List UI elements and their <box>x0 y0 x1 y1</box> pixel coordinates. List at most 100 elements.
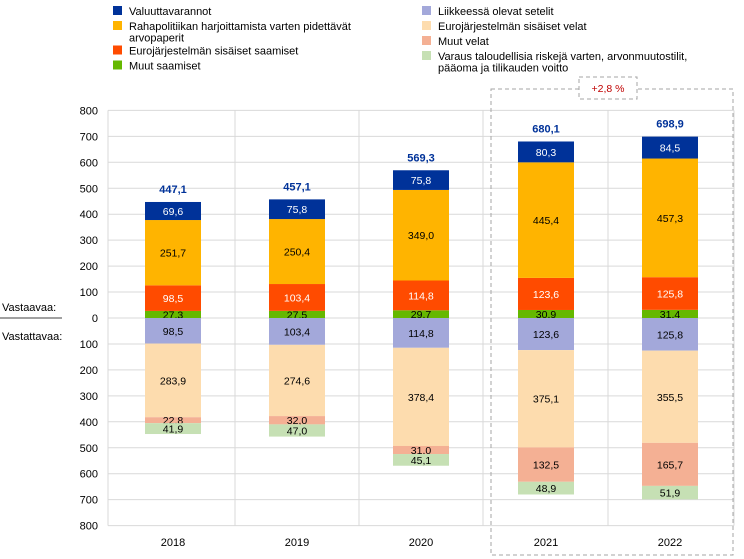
bar-liability-0-2020 <box>393 318 449 348</box>
bar-label-liability-2-2019: 32,0 <box>287 415 308 427</box>
bar-label-asset-1-2022: 125,8 <box>657 289 683 301</box>
bar-label-asset-3-2018: 69,6 <box>163 206 184 218</box>
legend-swatch-right-0 <box>422 6 431 15</box>
x-tick-label-2019: 2019 <box>285 537 309 549</box>
bar-liability-3-2019 <box>269 424 325 437</box>
assets-side-label: Vastaavaa: <box>2 302 56 314</box>
y-tick-label: 100 <box>80 339 98 351</box>
bar-asset-2-2021 <box>518 162 574 278</box>
bar-label-liability-1-2021: 375,1 <box>533 394 559 406</box>
legend-swatch-left-1 <box>113 21 122 30</box>
bar-label-asset-2-2022: 457,3 <box>657 213 683 225</box>
bar-asset-0-2018 <box>145 310 201 318</box>
legend-swatch-left-2 <box>113 45 122 55</box>
liabilities-side-label: Vastattavaa: <box>2 331 62 343</box>
growth-annotation-text: +2,8 % <box>592 83 625 95</box>
y-tick-label: 800 <box>80 105 98 117</box>
legend-swatch-left-3 <box>113 60 122 70</box>
bar-liability-1-2020 <box>393 347 449 446</box>
y-tick-label: 600 <box>80 469 98 481</box>
bar-liability-2-2018 <box>145 417 201 424</box>
x-tick-label-2021: 2021 <box>534 537 558 549</box>
x-tick-label-2018: 2018 <box>161 537 185 549</box>
bar-asset-0-2022 <box>642 309 698 318</box>
bar-label-asset-3-2019: 75,8 <box>287 204 308 216</box>
legend-label-right-3: Varaus taloudellisia riskejä varten, arv… <box>438 51 687 63</box>
bar-asset-2-2019 <box>269 219 325 285</box>
bar-label-liability-3-2019: 47,0 <box>287 425 308 437</box>
bar-asset-3-2019 <box>269 199 325 220</box>
highlight-box: +2,8 % <box>490 76 734 556</box>
y-axis: 800 700 600 500 400 300 200 100 0 100 200 300 400 500… <box>0 105 98 533</box>
y-tick-label: 300 <box>80 391 98 403</box>
bar-label-liability-0-2022: 125,8 <box>657 329 683 341</box>
bar-label-asset-1-2021: 123,6 <box>533 289 559 301</box>
bar-liability-3-2018 <box>145 423 201 435</box>
legend-label-left-1-line2: arvopaperit <box>129 33 184 45</box>
bar-asset-3-2022 <box>642 136 698 159</box>
total-label-2019: 457,1 <box>283 181 311 193</box>
bar-label-liability-3-2020: 45,1 <box>411 455 432 467</box>
legend-label-left-3: Muut saamiset <box>129 61 201 73</box>
total-label-2020: 569,3 <box>407 152 435 164</box>
y-tick-label: 400 <box>80 209 98 221</box>
bar-label-asset-3-2021: 80,3 <box>536 147 557 159</box>
bar-asset-3-2020 <box>393 170 449 190</box>
legend-swatch-right-1 <box>422 21 431 30</box>
bar-liability-1-2022 <box>642 350 698 443</box>
legend-label-left-2: Eurojärjestelmän sisäiset saamiset <box>129 46 298 58</box>
y-tick-label: 700 <box>80 495 98 507</box>
bar-asset-2-2018 <box>145 220 201 286</box>
y-tick-label: 400 <box>80 417 98 429</box>
bar-liability-0-2019 <box>269 318 325 345</box>
bar-asset-2-2022 <box>642 158 698 278</box>
bar-label-liability-0-2018: 98,5 <box>163 326 184 338</box>
bar-liability-3-2020 <box>393 454 449 466</box>
y-tick-label: 200 <box>80 365 98 377</box>
bar-asset-3-2018 <box>145 201 201 221</box>
bar-asset-1-2018 <box>145 285 201 311</box>
bar-label-asset-3-2020: 75,8 <box>411 175 432 187</box>
bar-label-asset-3-2022: 84,5 <box>660 143 681 155</box>
total-label-2022: 698,9 <box>656 119 684 131</box>
total-label-2021: 680,1 <box>532 123 560 135</box>
x-tick-label-2020: 2020 <box>409 537 433 549</box>
bar-liability-0-2022 <box>642 318 698 351</box>
bar-label-liability-2-2021: 132,5 <box>533 460 559 472</box>
legend: Valuuttavarannot Rahapolitiikan harjoitta… <box>113 6 687 75</box>
bar-liability-3-2022 <box>642 485 698 500</box>
bar-asset-0-2020 <box>393 310 449 318</box>
bar-label-liability-1-2020: 378,4 <box>408 392 434 404</box>
legend-swatch-right-2 <box>422 36 431 45</box>
bar-label-asset-2-2021: 445,4 <box>533 215 559 227</box>
bar-label-liability-3-2022: 51,9 <box>660 488 681 500</box>
bar-liability-3-2021 <box>518 481 574 495</box>
bar-asset-3-2021 <box>518 141 574 163</box>
bar-label-asset-2-2020: 349,0 <box>408 230 434 242</box>
legend-label-right-3-line2: pääoma ja tilikauden voitto <box>438 63 568 75</box>
bar-liability-1-2018 <box>145 343 201 418</box>
bar-asset-1-2019 <box>269 284 325 311</box>
bar-label-asset-2-2019: 250,4 <box>284 247 310 259</box>
bar-label-liability-0-2020: 114,8 <box>408 328 434 340</box>
legend-label-right-2: Muut velat <box>438 36 489 48</box>
bar-label-liability-1-2022: 355,5 <box>657 392 683 404</box>
bar-liability-2-2021 <box>518 447 574 482</box>
bar-label-liability-0-2019: 103,4 <box>284 326 310 338</box>
y-tick-label: 500 <box>80 183 98 195</box>
bar-asset-1-2022 <box>642 277 698 310</box>
legend-swatch-left-0 <box>113 6 122 15</box>
y-tick-label: 500 <box>80 443 98 455</box>
bar-liability-0-2018 <box>145 318 201 344</box>
x-axis: 2018 2019 2020 2021 2022 <box>161 537 682 549</box>
legend-swatch-right-3 <box>422 51 431 60</box>
bar-asset-0-2021 <box>518 309 574 318</box>
y-tick-label: 200 <box>80 261 98 273</box>
bar-label-asset-0-2021: 30,9 <box>536 309 557 321</box>
total-label-2018: 447,1 <box>159 184 187 196</box>
bar-liability-2-2020 <box>393 445 449 455</box>
bar-liability-2-2019 <box>269 416 325 425</box>
legend-label-right-1: Eurojärjestelmän sisäiset velat <box>438 21 587 33</box>
y-tick-label: 100 <box>80 287 98 299</box>
